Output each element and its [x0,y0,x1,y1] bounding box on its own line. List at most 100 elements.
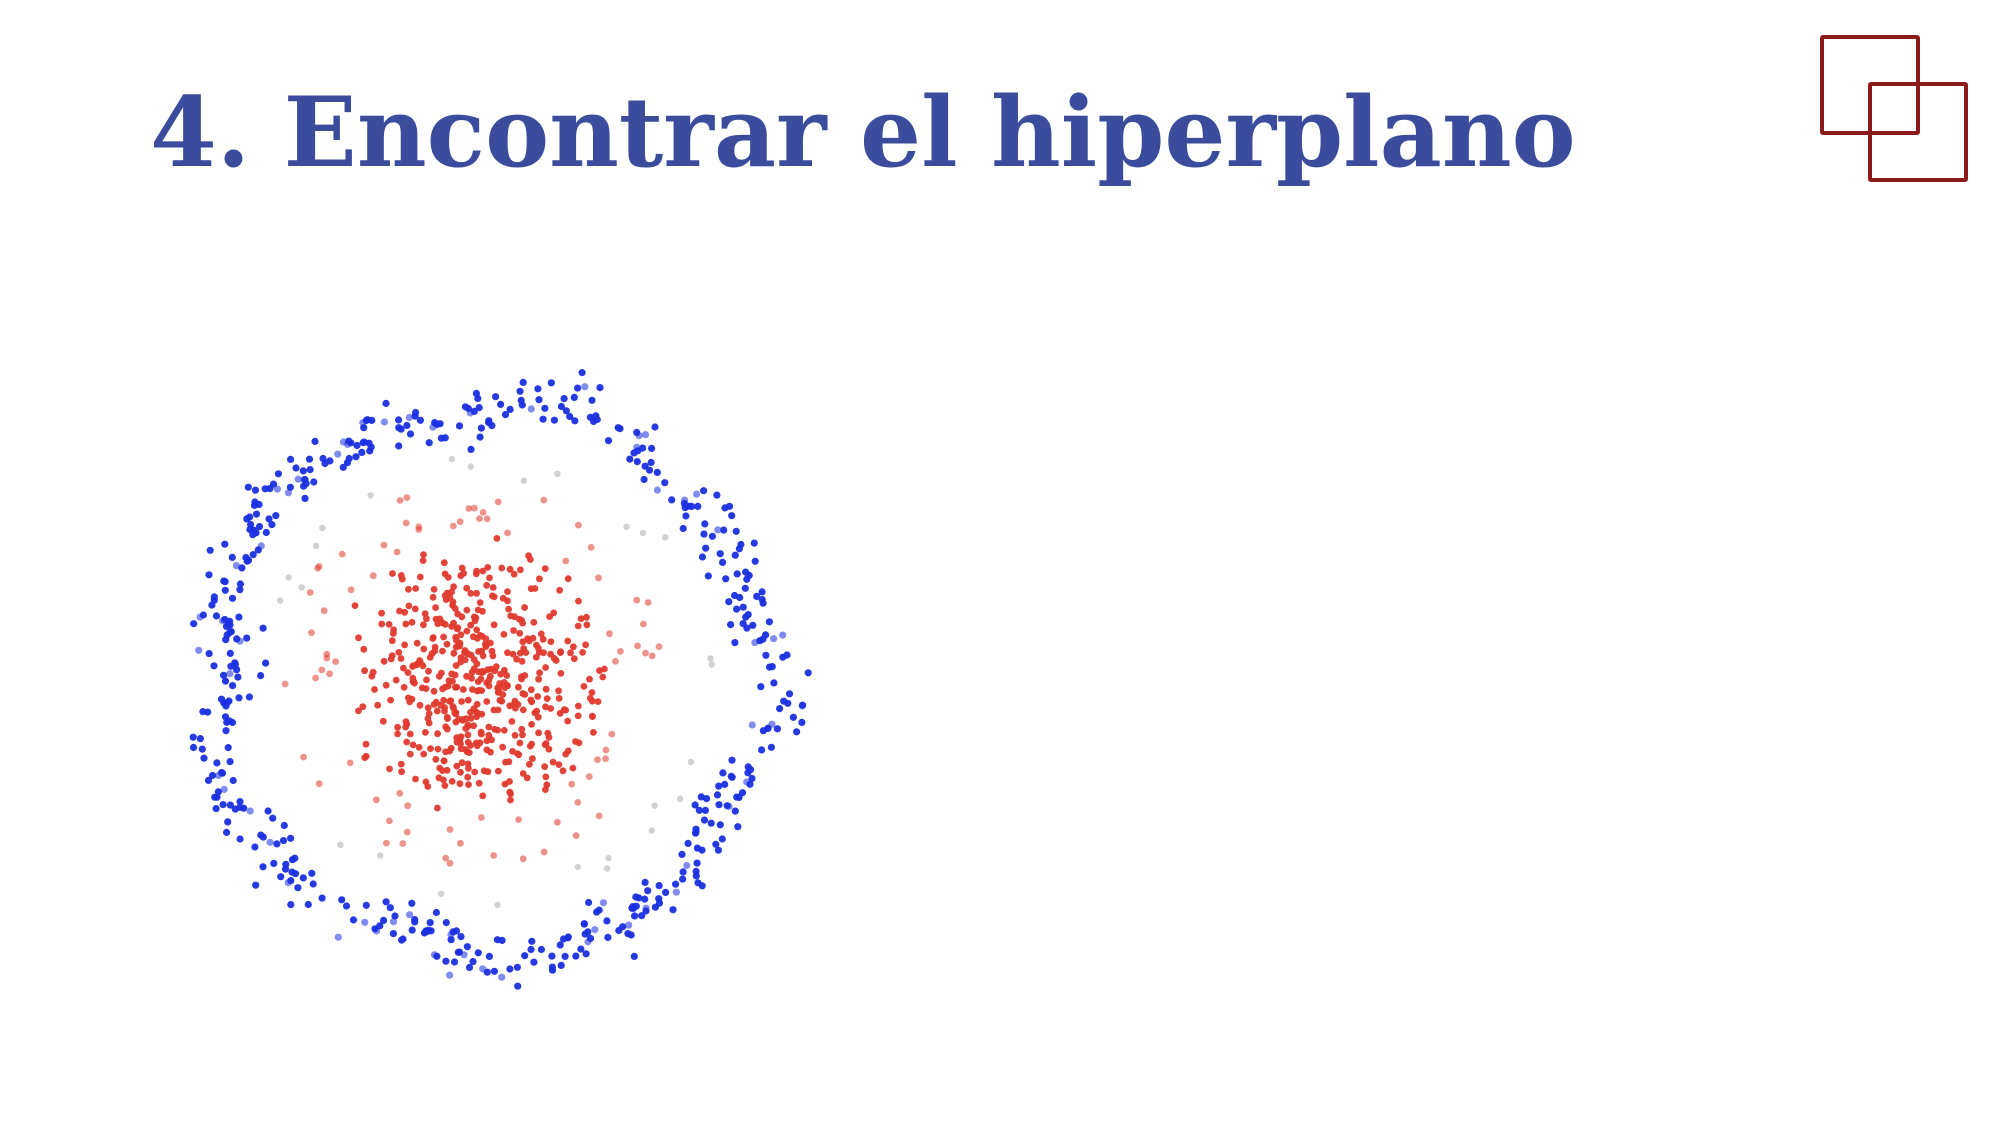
inner-cluster-point [435,774,443,782]
inner-cluster-point [397,760,405,768]
outer-ring-point [222,636,230,644]
ambiguous-point [520,477,528,484]
outer-ring-point [485,952,493,961]
inner-cluster-point [523,774,531,782]
inner-cluster-point [574,702,582,710]
inner-cluster-point [281,680,289,688]
outer-ring-point [252,529,260,537]
outer-ring-point [430,951,439,959]
scatter-diagram [160,360,820,1000]
inner-cluster-point [471,617,479,625]
inner-cluster-point [498,564,506,572]
outer-ring-point [595,906,603,914]
inner-cluster-point [416,701,424,709]
outer-ring-point [476,433,484,441]
outer-ring-point [698,553,707,561]
inner-cluster-point [443,766,451,774]
outer-ring-point [386,904,394,912]
outer-ring-point [651,423,659,431]
outer-ring-point [205,650,213,658]
outer-ring-point [798,702,806,710]
inner-cluster-point [461,656,469,664]
inner-cluster-point [485,723,493,731]
inner-cluster-point [543,695,551,702]
inner-cluster-point [594,756,601,764]
outer-ring-point [259,863,267,871]
inner-cluster-point [368,672,376,680]
outer-ring-point [189,733,197,741]
outer-ring-point [626,455,634,463]
inner-cluster-point [420,621,427,629]
inner-cluster-point [539,635,547,643]
inner-cluster-point [431,643,439,651]
inner-cluster-point [392,676,400,684]
inner-cluster-point [420,551,427,558]
inner-cluster-point [542,703,549,711]
inner-cluster-point [401,641,409,649]
outer-ring-point [725,598,733,606]
inner-cluster-point [513,655,520,663]
outer-ring-point [311,437,319,445]
outer-ring-point [519,378,527,386]
inner-cluster-point [562,557,570,565]
outer-ring-point [244,483,252,491]
outer-ring-point [234,673,242,681]
outer-ring-point [408,899,416,907]
inner-cluster-point [567,649,574,657]
ambiguous-point [337,841,344,848]
outer-ring-point [672,880,680,888]
inner-cluster-point [500,631,508,638]
outer-ring-point [713,491,721,499]
inner-cluster-point [438,669,445,677]
inner-cluster-point [312,674,319,682]
outer-ring-point [266,838,274,846]
outer-ring-point [251,843,259,851]
inner-cluster-point [385,621,393,628]
outer-ring-point [358,448,366,456]
outer-ring-point [270,859,278,867]
outer-ring-point [212,805,220,813]
inner-cluster-point [494,726,502,734]
outer-ring-point [668,496,676,504]
outer-ring-point [305,455,314,463]
outer-ring-point [716,550,724,558]
outer-ring-point [751,639,759,647]
slide-title: 4. Encontrar el hiperplano [150,76,1576,189]
inner-cluster-point [420,750,428,758]
outer-ring-point [255,500,263,509]
inner-cluster-point [515,615,523,623]
inner-cluster-point [648,652,656,660]
inner-cluster-point [536,575,543,583]
outer-ring-point [318,894,326,902]
outer-ring-point [288,856,297,864]
outer-ring-point [273,485,281,493]
inner-cluster-point [409,741,417,749]
inner-cluster-point [527,686,535,694]
outer-ring-point [252,510,261,518]
outer-ring-point [436,420,444,428]
ambiguous-point [554,470,561,477]
inner-cluster-point [446,859,454,867]
outer-ring-point [474,394,482,403]
outer-ring-point [735,793,743,801]
inner-cluster-point [425,719,433,727]
inner-cluster-point [516,739,524,747]
inner-cluster-point [580,683,588,690]
inner-cluster-point [415,744,423,751]
inner-cluster-point [415,526,423,533]
outer-ring-point [380,916,388,925]
ambiguous-point [662,534,669,541]
inner-cluster-point [545,734,553,741]
outer-ring-point [339,438,347,446]
inner-cluster-point [516,629,524,637]
outer-ring-point [731,807,739,815]
outer-ring-point [561,952,569,961]
outer-ring-point [397,425,405,433]
inner-cluster-point [398,768,405,776]
outer-ring-point [225,717,234,725]
outer-ring-point [391,912,399,920]
inner-cluster-point [510,570,518,578]
inner-cluster-point [383,839,390,847]
outer-ring-point [257,542,265,550]
inner-cluster-point [535,675,542,683]
